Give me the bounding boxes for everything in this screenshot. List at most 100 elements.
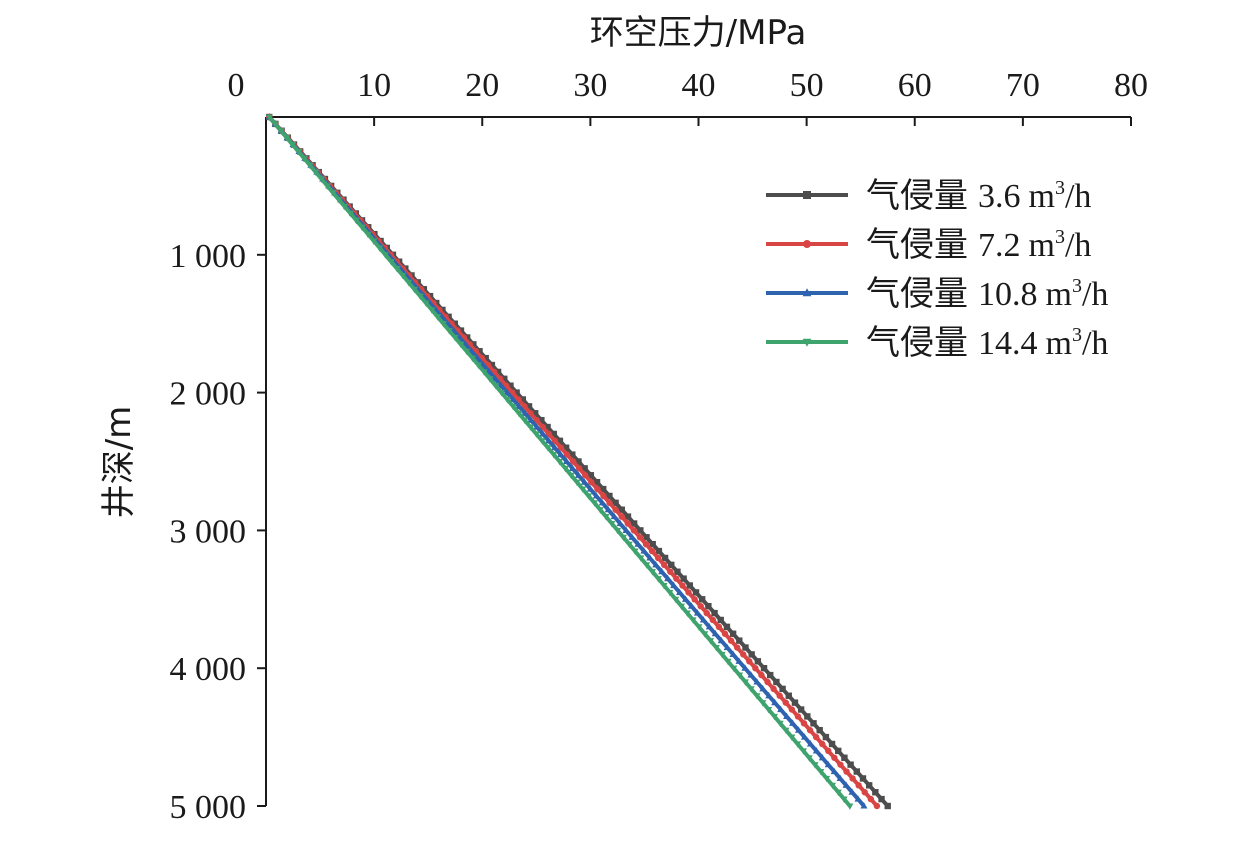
- data-point: [782, 727, 790, 735]
- data-point: [283, 135, 291, 142]
- y-tick-label: 2 000: [170, 376, 247, 413]
- data-point: [831, 754, 838, 761]
- data-point: [507, 382, 514, 389]
- data-point: [416, 293, 424, 300]
- data-point: [730, 665, 738, 673]
- data-point: [347, 210, 355, 218]
- data-point: [654, 576, 662, 583]
- data-point: [711, 629, 719, 637]
- data-point: [783, 712, 791, 719]
- data-point: [575, 465, 583, 472]
- data-point: [393, 266, 401, 273]
- data-point: [855, 782, 862, 789]
- data-point: [779, 685, 786, 693]
- data-point: [666, 589, 674, 597]
- data-point: [872, 789, 879, 796]
- data-point: [532, 431, 540, 438]
- data-point: [581, 465, 588, 472]
- data-point: [703, 609, 710, 617]
- data-point: [842, 781, 850, 788]
- data-point: [758, 671, 765, 679]
- data-point: [668, 561, 675, 569]
- data-point: [539, 423, 546, 431]
- data-point: [358, 224, 366, 232]
- data-point: [364, 231, 372, 238]
- data-point: [782, 699, 789, 706]
- data-point: [658, 567, 666, 575]
- legend-item: 气侵量 7.2 m3/h: [766, 225, 1091, 265]
- data-point: [551, 437, 559, 445]
- data-point: [806, 727, 814, 734]
- data-point: [544, 423, 551, 431]
- data-point: [567, 472, 575, 480]
- legend-item: 气侵量 14.4 m3/h: [766, 323, 1108, 363]
- data-point: [335, 197, 343, 204]
- data-point: [545, 430, 552, 438]
- data-point: [673, 575, 680, 582]
- data-point: [652, 561, 660, 568]
- data-point: [771, 698, 779, 706]
- data-point: [468, 355, 476, 362]
- data-point: [788, 734, 796, 741]
- data-point: [753, 678, 761, 685]
- data-point: [717, 636, 725, 644]
- data-point: [697, 602, 704, 610]
- data-point: [470, 341, 477, 348]
- data-point: [789, 719, 797, 726]
- data-point: [482, 354, 489, 362]
- data-point: [476, 348, 483, 355]
- data-point: [660, 582, 668, 590]
- data-point: [556, 458, 564, 466]
- data-point: [648, 569, 656, 576]
- data-point: [733, 644, 741, 651]
- data-point: [841, 754, 848, 761]
- data-point: [592, 492, 600, 499]
- data-point: [271, 121, 279, 128]
- data-point: [777, 705, 785, 713]
- data-point: [760, 665, 768, 672]
- data-point: [848, 788, 856, 795]
- data-point: [588, 478, 595, 486]
- data-point: [614, 527, 622, 535]
- data-point: [709, 616, 717, 624]
- data-point: [686, 582, 694, 589]
- data-point: [491, 374, 499, 382]
- data-point: [785, 692, 792, 699]
- data-point: [624, 520, 631, 527]
- data-point: [825, 747, 832, 755]
- legend-unit-tail: /h: [1065, 178, 1091, 215]
- x-tick-label: 70: [1006, 67, 1040, 104]
- data-point: [764, 678, 771, 686]
- data-point: [265, 114, 273, 121]
- data-point: [718, 651, 726, 659]
- data-point: [794, 726, 803, 733]
- y-tick-label: 4 000: [170, 651, 247, 688]
- data-point: [376, 245, 384, 252]
- x-tick-label: 40: [682, 67, 716, 104]
- data-point: [711, 609, 718, 617]
- data-point: [723, 643, 731, 651]
- data-point: [836, 774, 844, 781]
- data-point: [513, 389, 520, 396]
- data-point: [742, 644, 749, 651]
- data-point: [765, 706, 773, 714]
- data-point: [770, 713, 778, 721]
- data-point: [531, 410, 539, 417]
- legend-series-name: 气侵量: [866, 176, 968, 216]
- data-point: [533, 423, 541, 430]
- data-point: [747, 686, 755, 693]
- legend-rate: 10.8: [978, 276, 1038, 313]
- data-point: [399, 272, 407, 280]
- data-point: [451, 334, 459, 342]
- data-point: [538, 438, 546, 445]
- data-point: [573, 479, 581, 487]
- data-point: [582, 472, 589, 479]
- data-point: [670, 581, 678, 589]
- data-point: [811, 762, 819, 769]
- data-point: [323, 183, 331, 190]
- data-point: [439, 321, 447, 328]
- data-point: [828, 740, 836, 748]
- data-point: [822, 733, 830, 741]
- data-point: [712, 644, 720, 652]
- data-point: [854, 795, 862, 802]
